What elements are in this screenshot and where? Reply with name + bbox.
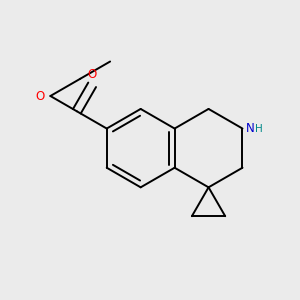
Text: H: H (255, 124, 262, 134)
Text: N: N (246, 122, 255, 135)
Text: O: O (88, 68, 97, 81)
Text: O: O (35, 89, 45, 103)
